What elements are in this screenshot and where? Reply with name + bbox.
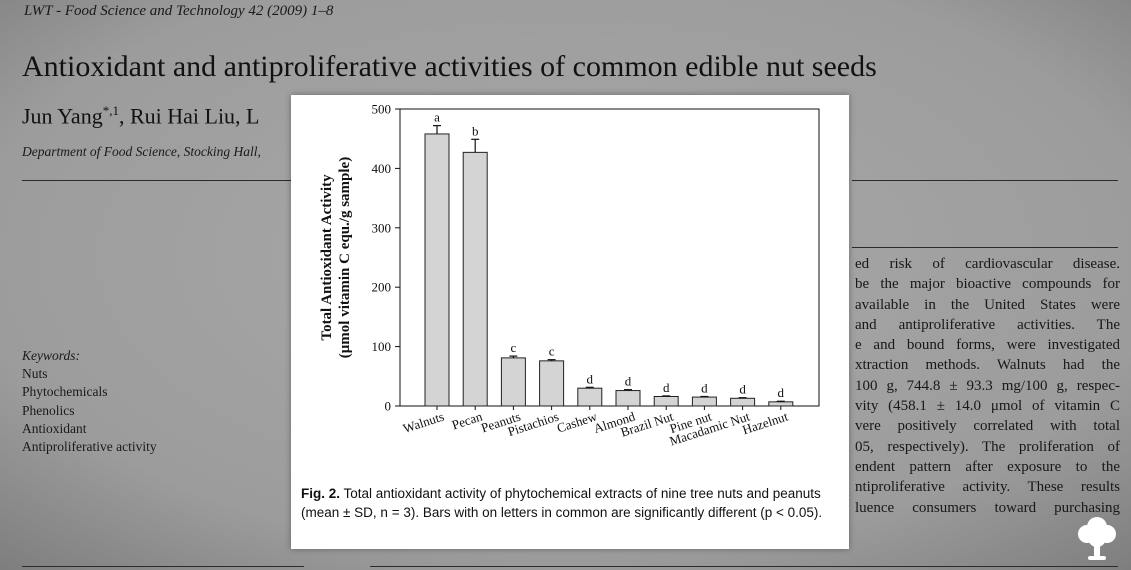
significance-letter: c (511, 340, 517, 355)
bar (539, 360, 565, 407)
y-axis-label: Total Antioxidant Activity (319, 174, 335, 341)
abstract-line: vity (458.1 ± 14.0 μmol of vitamin C (855, 398, 1120, 415)
y-tick-label: 100 (372, 339, 392, 354)
keywords-label: Keywords: (22, 348, 80, 363)
y-tick-label: 0 (385, 399, 392, 414)
keyword-item: Phenolics (22, 402, 75, 418)
significance-letter: b (472, 123, 479, 138)
abstract-line: available in the United States were (855, 296, 1120, 313)
y-tick-label: 400 (372, 161, 392, 176)
abstract-line: 100 g, 744.8 ± 93.3 mg/100 g, respec- (855, 377, 1120, 394)
affiliation: Department of Food Science, Stocking Hal… (22, 144, 261, 159)
keyword-item: Phytochemicals (22, 384, 108, 400)
figure-caption: Fig. 2. Total antioxidant activity of ph… (301, 485, 841, 522)
abstract-line: e and bound forms, were investigated (855, 337, 1120, 354)
bar (768, 401, 794, 407)
bar (691, 396, 717, 407)
bar (615, 390, 641, 407)
bar (730, 397, 756, 407)
significance-letter: d (739, 382, 746, 397)
header-rule-left (22, 180, 296, 181)
abstract-line: and antiproliferative activities. The (855, 316, 1120, 333)
bar-chart: 0 100 200 300 400 500 Total Antioxidant Activi… (319, 102, 820, 449)
significance-letter: d (587, 371, 594, 386)
footer-rule-left (22, 566, 304, 567)
y-tick-label: 500 (372, 102, 392, 117)
significance-letter: d (701, 380, 708, 395)
figure-label: Fig. 2. (301, 486, 341, 501)
paper-authors: Jun Yang*,1, Rui Hai Liu, L (22, 103, 260, 129)
abstract-rule-right (852, 247, 1118, 248)
header-rule-right (852, 180, 1118, 181)
y-tick-label: 300 (372, 220, 392, 235)
author-names-rest: , Rui Hai Liu, L (118, 103, 260, 129)
caption-text: Total antioxidant activity of phytochemi… (301, 486, 823, 520)
bar (653, 395, 679, 407)
tree-icon (1078, 517, 1116, 560)
keyword-item: Antiproliferative activity (22, 439, 157, 455)
x-tick-label: Walnuts (401, 409, 446, 436)
abstract-line: endent pattern after exposure to the (855, 458, 1120, 475)
significance-letter: d (778, 385, 785, 400)
keyword-item: Antioxidant (22, 420, 87, 436)
bar (577, 387, 603, 407)
abstract-line: ed risk of cardiovascular disease. (855, 256, 1120, 272)
bar (500, 357, 526, 407)
abstract-line: be the major bioactive compounds for (855, 276, 1120, 293)
bar (424, 133, 450, 407)
significance-letter: c (549, 344, 555, 359)
keywords-block: Keywords: Nuts Phytochemicals Phenolics … (22, 347, 157, 456)
footer-rule-right (370, 566, 1118, 567)
abstract-line: vere positively correlated with total (855, 418, 1120, 435)
keyword-item: Nuts (22, 366, 48, 382)
significance-letter: a (434, 110, 440, 125)
bar (462, 151, 488, 407)
plot-frame (399, 108, 820, 407)
paper-title: Antioxidant and antiproliferative activi… (22, 50, 877, 83)
abstract-line: luence consumers toward purchasing (855, 499, 1120, 516)
significance-letter: d (663, 380, 670, 395)
abstract-line: ntiproliferative activity. These results (855, 479, 1120, 496)
journal-citation: LWT - Food Science and Technology 42 (20… (24, 3, 334, 19)
abstract-text-fragment: ed risk of cardiovascular disease. be th… (855, 254, 1120, 518)
y-tick-label: 200 (372, 280, 392, 295)
y-axis-unit-label: (μmol vitamin C equ./g sample) (337, 157, 353, 358)
significance-letter: d (625, 374, 632, 389)
author-name: Jun Yang (22, 103, 103, 129)
figure-popup: 0 100 200 300 400 500 Total Antioxidant Activi… (291, 95, 849, 549)
abstract-line: xtraction methods. Walnuts had the (855, 357, 1120, 374)
abstract-line: 05, respectively). The proliferation of (855, 438, 1120, 455)
author-superscript: *,1 (102, 103, 119, 118)
